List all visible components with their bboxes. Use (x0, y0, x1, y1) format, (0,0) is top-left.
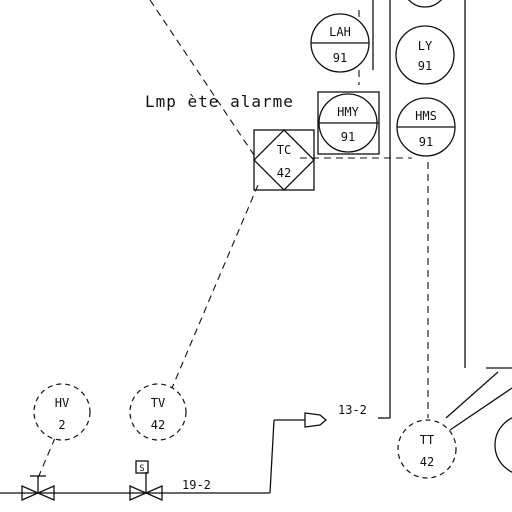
line-label-13-2: 13-2 (338, 403, 367, 417)
hms-number: 91 (419, 135, 433, 149)
lah-tag: LAH (329, 25, 351, 39)
tv-number: 42 (151, 418, 165, 432)
instrument-tv: TV 42 (129, 383, 187, 441)
process-lines (0, 0, 512, 494)
tv-tag: TV (151, 396, 165, 410)
hmy-tag: HMY (337, 105, 359, 119)
tc-tag: TC (277, 143, 291, 157)
valve-hv-icon (21, 475, 55, 501)
instrument-lah: LAH 91 (310, 13, 370, 73)
instrument-hms: HMS 91 (396, 97, 456, 157)
tt-tag: TT (420, 433, 434, 447)
instrument-hv: HV 2 (33, 383, 91, 441)
signal-lines (37, 0, 429, 479)
hv-number: 2 (58, 418, 65, 432)
instrument-hmy: HMY 91 (317, 91, 380, 155)
hmy-number: 91 (341, 130, 355, 144)
tt-number: 42 (420, 455, 434, 469)
hms-tag: HMS (415, 109, 437, 123)
instrument-ly: LY 91 (395, 25, 455, 85)
ly-tag: LY (418, 39, 433, 53)
valve-s-mark: S (139, 464, 144, 474)
hv-tag: HV (55, 396, 69, 410)
instrument-tt: TT 42 (397, 419, 457, 479)
ly-number: 91 (418, 59, 432, 73)
lah-number: 91 (333, 51, 347, 65)
line-label-19-2: 19-2 (182, 478, 211, 492)
valve-tv-icon: S (129, 460, 163, 501)
tc-number: 42 (277, 166, 291, 180)
lamp-alarm-label: Lmp ète alarme (145, 92, 294, 111)
instrument-tc: TC 42 (253, 129, 315, 191)
